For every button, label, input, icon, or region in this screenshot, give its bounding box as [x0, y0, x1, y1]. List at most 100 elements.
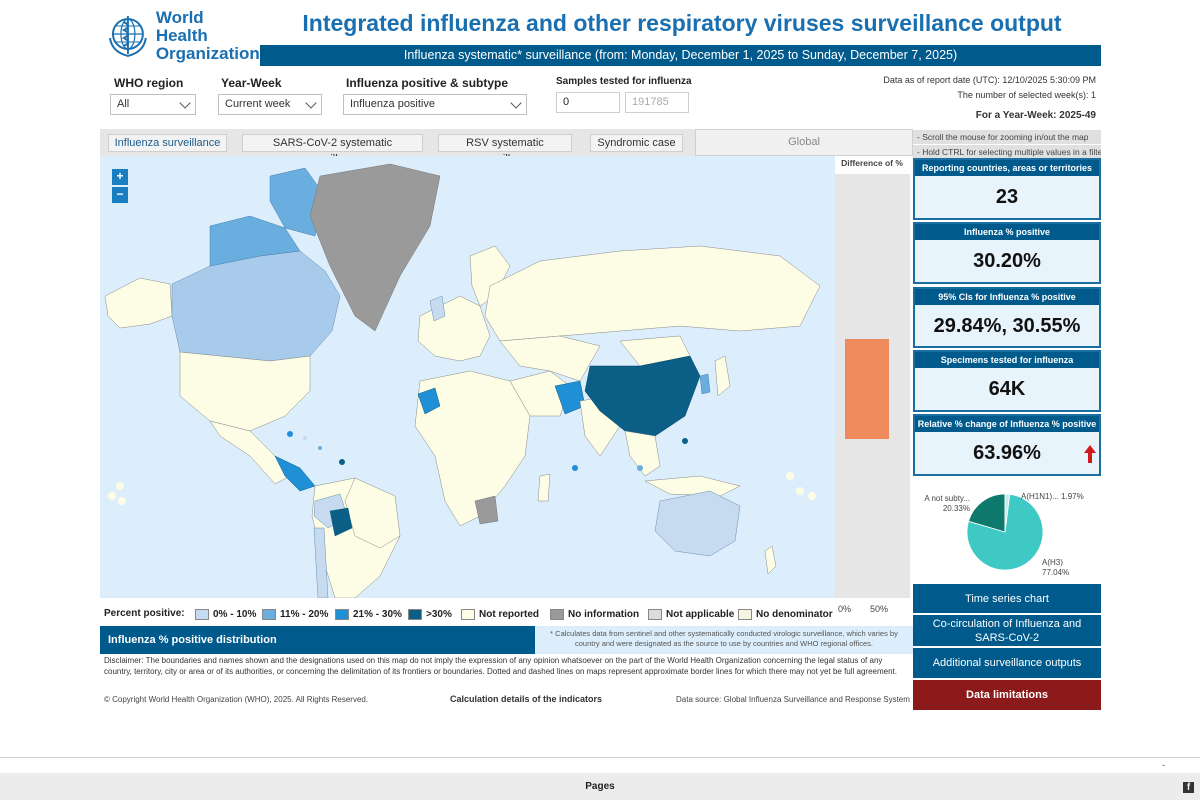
map-morocco — [417, 387, 441, 415]
distribution-bar[interactable]: Influenza % positive distribution — [100, 626, 535, 654]
samples-max-input[interactable]: 191785 — [625, 92, 689, 113]
map-caribbean-4 — [339, 459, 345, 465]
tab-syndromic[interactable]: Syndromic case — [590, 134, 683, 152]
difference-axis-min: 0% — [838, 604, 852, 614]
kpi-relative-change: Relative % change of Influenza % positiv… — [913, 414, 1101, 476]
map-pacific-3 — [118, 497, 126, 505]
pages-bar[interactable]: Pages — [0, 773, 1200, 800]
tab-influenza[interactable]: Influenza surveillance — [108, 134, 227, 152]
map-se-island-3 — [682, 438, 688, 444]
map-pacific-east-3 — [808, 492, 816, 500]
map-pacific-east-1 — [786, 472, 794, 480]
yearweek-select-value: Current week — [225, 98, 291, 110]
pie-label-h3: A(H3) 77.04% — [1042, 558, 1069, 578]
samples-min-input[interactable]: 0 — [556, 92, 620, 113]
map-china — [584, 355, 701, 437]
map-greenland — [309, 163, 441, 332]
pie-slice[interactable] — [1004, 493, 1011, 533]
subtype-select[interactable]: Influenza positive — [343, 94, 527, 115]
data-limitations-button[interactable]: Data limitations — [913, 680, 1101, 711]
time-series-button[interactable]: Time series chart — [913, 584, 1101, 614]
region-select[interactable]: All — [110, 94, 196, 115]
footnote: * Calculates data from sentinel and othe… — [535, 626, 913, 654]
logo-line1: World Health — [155, 8, 208, 45]
world-map[interactable] — [100, 156, 835, 598]
kpi-title: 95% CIs for Influenza % positive — [915, 289, 1099, 305]
difference-axis-max: 50% — [870, 604, 889, 614]
zoom-minus-control[interactable]: - — [1162, 760, 1165, 770]
additional-outputs-button[interactable]: Additional surveillance outputs — [913, 648, 1101, 679]
legend-item: No information — [550, 607, 639, 621]
kpi-value: 64K — [988, 378, 1026, 400]
legend-item: 0% - 10% — [195, 607, 256, 621]
pie-slice-value: 77.04% — [1042, 568, 1070, 577]
map-se-island-1 — [637, 465, 643, 471]
pie-label-a-not-subtyped: A not subty... 20.33% — [924, 494, 970, 514]
map-se-asia — [624, 430, 661, 477]
legend-item-label: Not reported — [479, 608, 539, 620]
year-week-label: For a Year-Week: 2025-49 — [975, 110, 1096, 121]
subtype-pie-chart[interactable] — [965, 492, 1045, 572]
map-caribbean-1 — [287, 431, 293, 437]
legend-swatch — [262, 608, 276, 620]
kpi-value: 63.96% — [973, 442, 1041, 464]
legend-item-label: 11% - 20% — [280, 608, 329, 620]
kpi-specimens-tested: Specimens tested for influenza 64K — [913, 350, 1101, 412]
tab-sars-cov-2[interactable]: SARS-CoV-2 systematic surveillance — [242, 134, 423, 165]
yearweek-select[interactable]: Current week — [218, 94, 322, 115]
pie-slice[interactable] — [968, 493, 1006, 533]
legend-swatch — [195, 608, 209, 620]
subtype-select-value: Influenza positive — [350, 98, 435, 110]
arrow-up-icon — [1084, 445, 1096, 463]
map-se-island-2 — [572, 465, 578, 471]
data-source: Data source: Global Influenza Surveillan… — [676, 695, 910, 704]
map-russia — [484, 245, 821, 342]
calc-details-link[interactable]: Calculation details of the indicators — [450, 694, 603, 704]
legend-item: 11% - 20% — [262, 607, 328, 621]
logo-line2: Organization — [155, 44, 260, 63]
map-pacific-2 — [108, 492, 116, 500]
map-chile — [313, 527, 329, 598]
zoom-out-button[interactable]: − — [112, 187, 128, 203]
map-caribbean-3 — [318, 446, 322, 450]
map-australia — [654, 490, 741, 557]
map-arctic-islands — [209, 215, 301, 267]
hint-ctrl: - Hold CTRL for selecting multiple value… — [913, 145, 1101, 159]
pie-slice-label: A(H1N1)... — [1021, 492, 1059, 501]
map-paraguay — [329, 507, 353, 537]
pie-slice-label: A not subty... — [924, 494, 970, 503]
who-emblem-icon — [108, 16, 147, 57]
map-alaska — [104, 277, 173, 329]
cocirculation-button[interactable]: Co-circulation of Influenza and SARS-CoV… — [913, 615, 1101, 647]
map-europe — [417, 295, 491, 362]
map-central-asia — [499, 335, 601, 382]
map-caribbean-2 — [303, 436, 307, 440]
report-date: Data as of report date (UTC): 12/10/2025… — [883, 75, 1096, 85]
legend-title: Percent positive: — [104, 608, 185, 619]
legend-item-label: No denominator — [756, 608, 833, 620]
yearweek-label: Year-Week — [221, 76, 282, 90]
kpi-confidence-interval: 95% CIs for Influenza % positive 29.84%,… — [913, 287, 1101, 348]
legend-item: 21% - 30% — [335, 607, 402, 621]
chevron-down-icon — [510, 97, 522, 109]
global-button[interactable]: Global — [695, 129, 913, 156]
page-title: Integrated influenza and other respirato… — [302, 10, 1062, 36]
pie-slice-value: 1.97% — [1061, 492, 1084, 501]
world-map-svg — [104, 163, 821, 598]
map-usa — [179, 351, 311, 432]
kpi-title: Specimens tested for influenza — [915, 352, 1099, 368]
legend-item: No denominator — [738, 607, 833, 621]
facebook-icon[interactable]: f — [1183, 782, 1194, 793]
map-brazil-region — [344, 477, 401, 549]
map-southern-grey — [474, 495, 499, 525]
zoom-in-button[interactable]: + — [112, 169, 128, 185]
pie-label-h1n1: A(H1N1)... 1.97% — [1021, 492, 1084, 502]
map-canada — [171, 250, 341, 362]
who-logo[interactable]: World Health Organization — [104, 8, 260, 63]
map-madagascar — [537, 473, 551, 502]
tab-rsv[interactable]: RSV systematic surveillance — [438, 134, 572, 165]
copyright: © Copyright World Health Organization (W… — [104, 695, 369, 704]
legend-item-label: 0% - 10% — [213, 608, 257, 620]
chevron-down-icon — [305, 97, 317, 109]
